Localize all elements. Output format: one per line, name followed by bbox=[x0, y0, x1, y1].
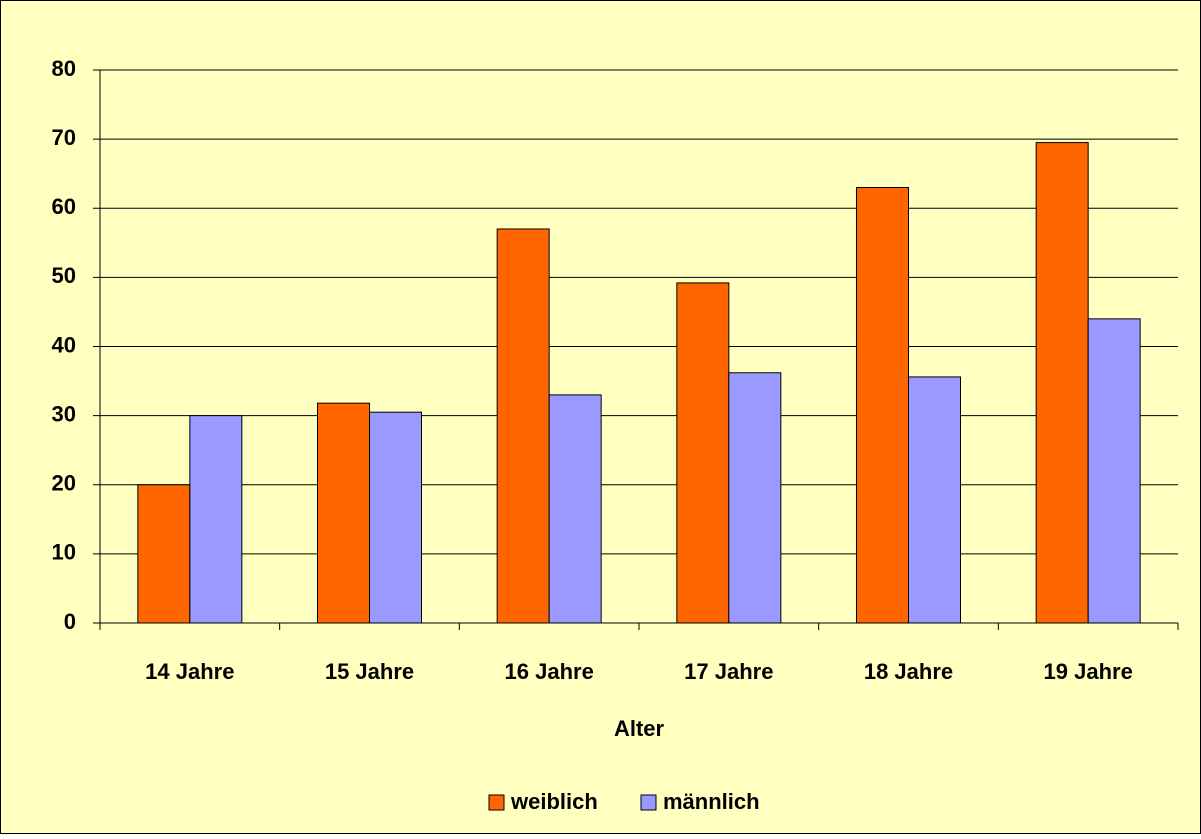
x-axis-title: Alter bbox=[614, 716, 665, 741]
bar bbox=[189, 415, 243, 624]
x-tick-label: 19 Jahre bbox=[1044, 659, 1133, 684]
bar bbox=[728, 372, 782, 624]
bar bbox=[856, 187, 909, 624]
y-tick-label: 40 bbox=[52, 332, 76, 357]
y-tick-label: 80 bbox=[52, 56, 76, 81]
y-tick-label: 50 bbox=[52, 263, 76, 288]
y-tick-label: 70 bbox=[52, 125, 76, 150]
legend-label: weiblich bbox=[510, 789, 598, 814]
bar bbox=[1087, 318, 1141, 624]
legend-swatch bbox=[640, 794, 657, 811]
x-tick-label: 18 Jahre bbox=[864, 659, 953, 684]
bar bbox=[496, 228, 550, 624]
legend-label: männlich bbox=[663, 789, 760, 814]
x-tick-label: 14 Jahre bbox=[145, 659, 234, 684]
bar bbox=[137, 484, 191, 624]
x-tick-label: 16 Jahre bbox=[505, 659, 594, 684]
bar bbox=[1035, 142, 1089, 624]
bar bbox=[369, 411, 422, 624]
y-tick-label: 30 bbox=[52, 401, 76, 426]
x-tick-label: 15 Jahre bbox=[325, 659, 414, 684]
bar bbox=[908, 376, 961, 624]
y-tick-label: 20 bbox=[52, 471, 76, 496]
y-tick-label: 0 bbox=[64, 609, 76, 634]
legend-swatch bbox=[488, 794, 505, 811]
y-tick-label: 10 bbox=[52, 540, 76, 565]
bar bbox=[548, 394, 602, 624]
bar bbox=[676, 282, 730, 624]
bar bbox=[317, 402, 370, 624]
x-tick-label: 17 Jahre bbox=[684, 659, 773, 684]
y-tick-label: 60 bbox=[52, 194, 76, 219]
